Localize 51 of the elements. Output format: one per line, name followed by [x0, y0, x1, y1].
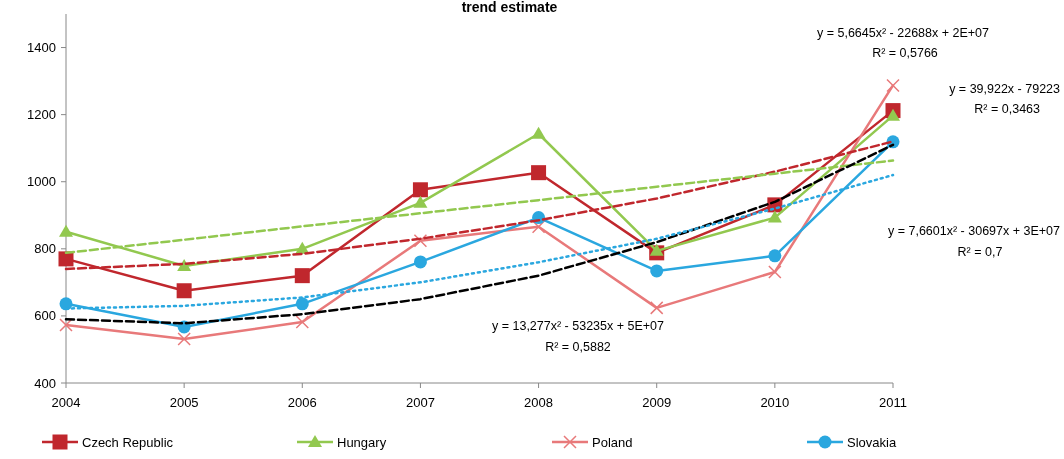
point: [886, 108, 900, 121]
point: [531, 126, 546, 139]
point: [768, 265, 782, 279]
legend-label: Hungary: [337, 434, 387, 450]
annotation: R² = 0,5882: [545, 340, 611, 354]
point: [886, 78, 900, 93]
annotation: y = 7,6601x² - 30697x + 3E+07: [888, 224, 1061, 238]
text: R² = 0,7: [957, 245, 1003, 259]
y-tick-label: 1400: [27, 40, 56, 56]
text: y = 39,922x - 79223: [949, 82, 1061, 96]
legend-label: Poland: [592, 434, 633, 450]
x-tick-label: 2009: [642, 395, 672, 410]
x-tick-label: 2004: [51, 395, 81, 410]
chart-title: trend estimate: [461, 0, 558, 15]
point: [649, 243, 664, 256]
point: [295, 315, 310, 329]
y-tick-label: 600: [34, 308, 56, 324]
x-tick-label: 2008: [524, 395, 554, 410]
x-tick-label: 2007: [405, 395, 435, 410]
point: [412, 182, 428, 198]
point: [413, 234, 428, 248]
legend-label: Slovakia: [847, 434, 897, 450]
x-tick-label: 2005: [169, 395, 199, 410]
point: [294, 268, 310, 284]
point: [767, 210, 782, 223]
point: [650, 264, 664, 278]
point: [531, 165, 547, 181]
y-tick-label: 1200: [27, 107, 56, 123]
text: R² = 0,3463: [974, 102, 1041, 116]
point: [177, 332, 191, 346]
point: [176, 283, 192, 299]
point: [59, 224, 73, 237]
y-tick-label: 1000: [27, 174, 56, 190]
legend-label: Czech Republic: [82, 434, 174, 450]
x-tick-label: 2006: [287, 395, 317, 410]
point: [59, 318, 73, 332]
x-tick-label: 2011: [879, 395, 907, 410]
point: [413, 195, 428, 208]
point: [295, 297, 309, 311]
point: [58, 251, 74, 267]
point: [649, 301, 664, 315]
point: [177, 258, 192, 271]
annotation: R² = 0,5766: [872, 46, 938, 60]
x-tick-label: 2010: [760, 395, 790, 410]
point: [768, 249, 782, 263]
point: [531, 219, 546, 234]
y-tick-label: 400: [34, 375, 56, 391]
annotation: y = 5,6645x² - 22688x + 2E+07: [817, 26, 990, 40]
point: [413, 255, 427, 269]
annotation: y = 13,277x² - 53235x + 5E+07: [492, 319, 665, 333]
y-tick-label: 800: [34, 241, 56, 257]
